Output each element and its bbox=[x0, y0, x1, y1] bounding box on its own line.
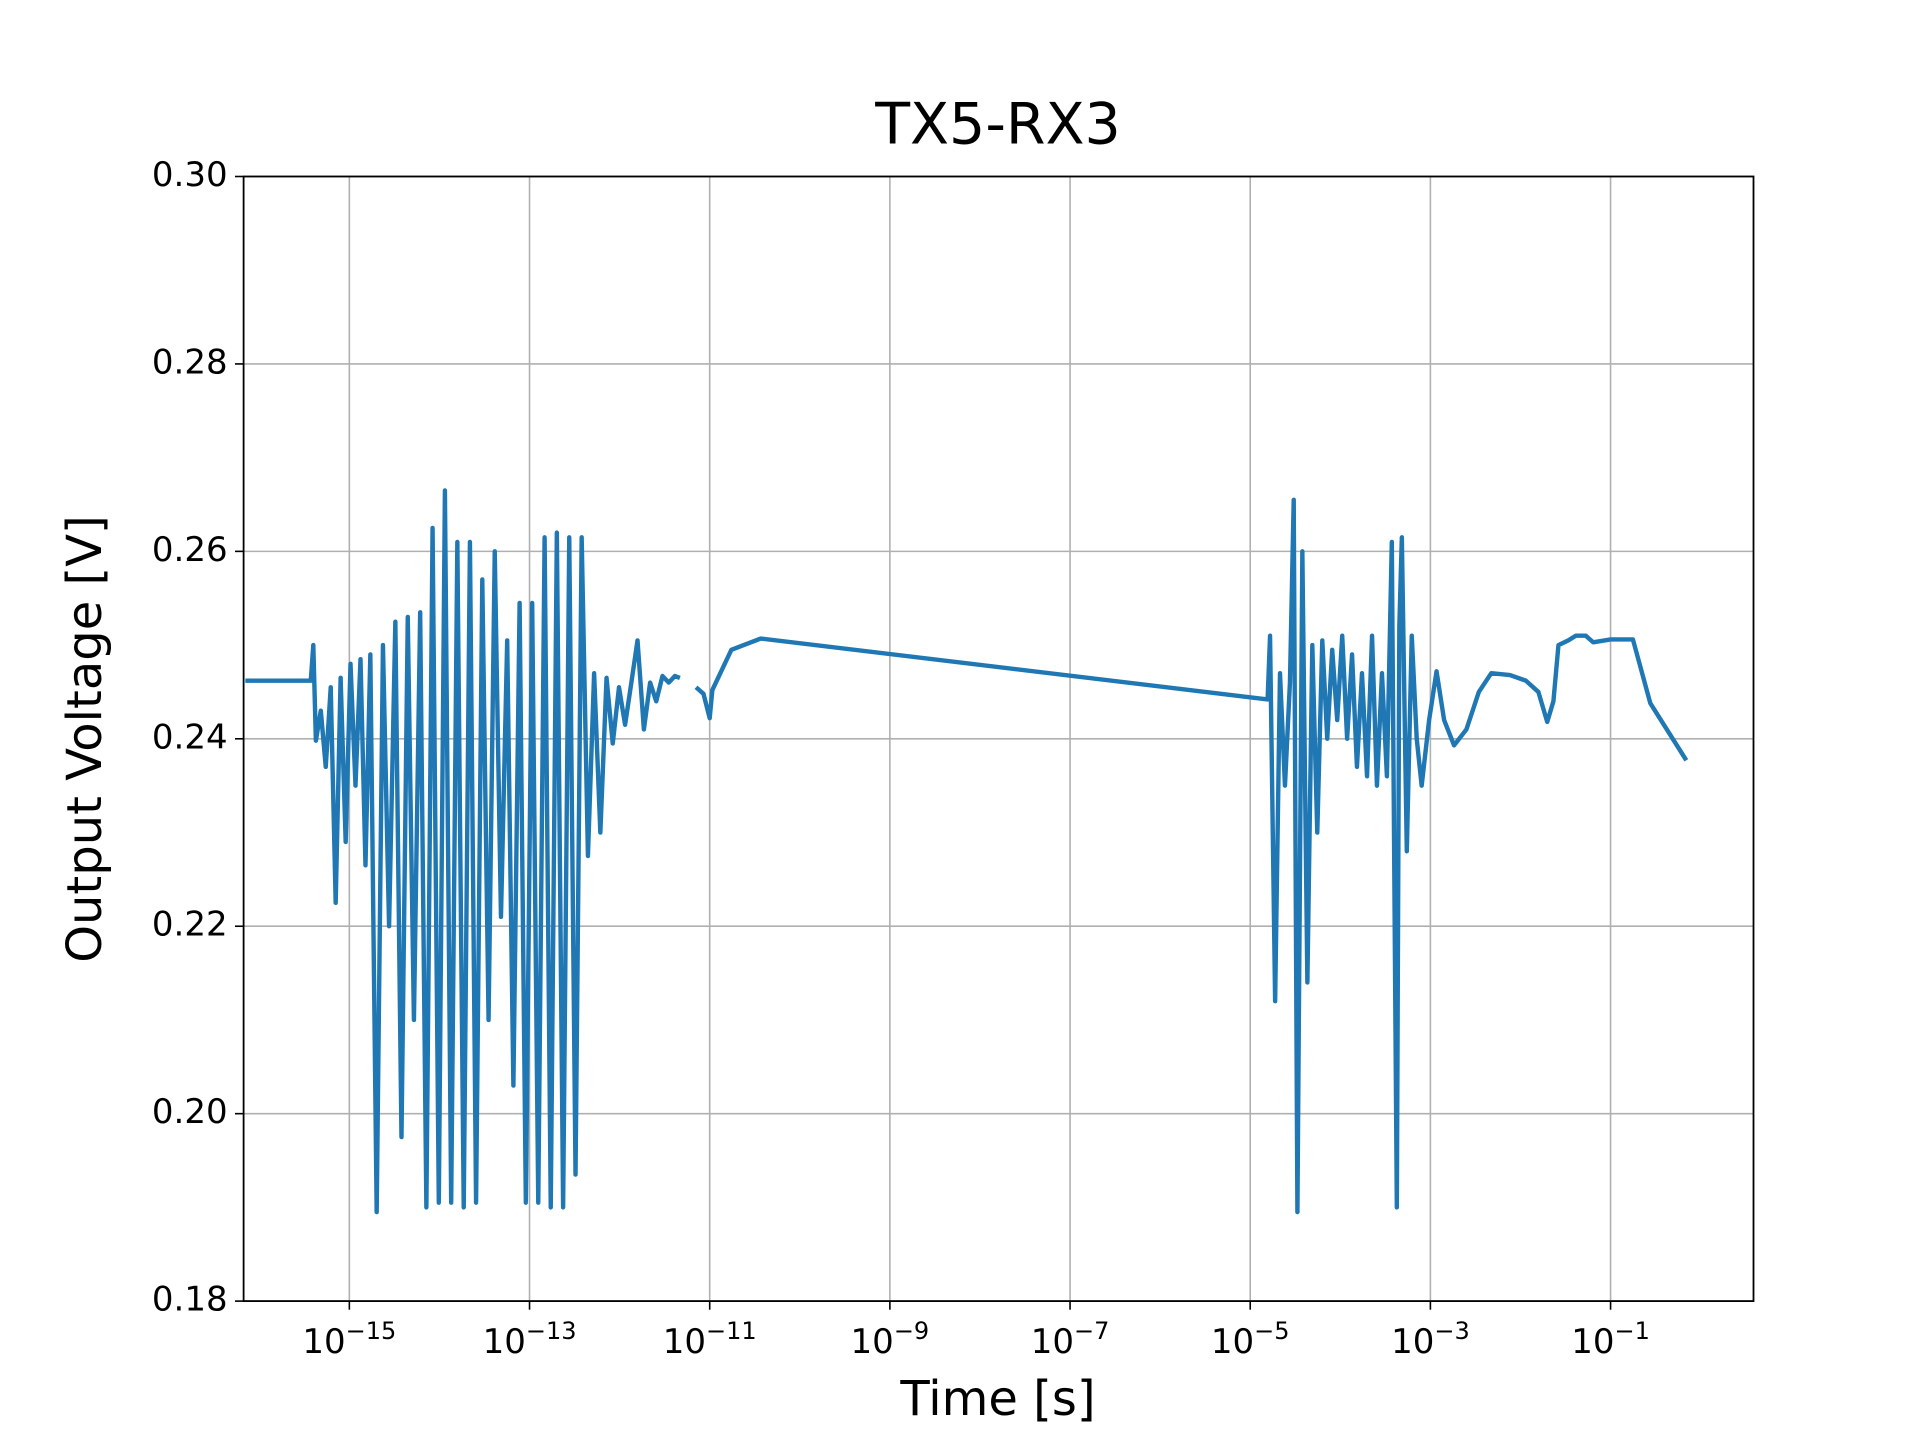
y-tick-label: 0.26 bbox=[152, 530, 228, 570]
x-tick-label: 10−13 bbox=[483, 1317, 577, 1362]
chart-title: TX5-RX3 bbox=[874, 92, 1121, 158]
x-tick-label: 10−1 bbox=[1571, 1317, 1650, 1362]
y-tick-label: 0.18 bbox=[152, 1280, 228, 1320]
x-tick-label: 10−9 bbox=[851, 1317, 930, 1362]
y-tick-label: 0.24 bbox=[152, 717, 228, 757]
x-tick-label: 10−7 bbox=[1031, 1317, 1110, 1362]
x-tick-label: 10−3 bbox=[1391, 1317, 1470, 1362]
x-tick-label: 10−15 bbox=[302, 1317, 396, 1362]
y-tick-label: 0.28 bbox=[152, 342, 228, 382]
y-tick-label: 0.30 bbox=[152, 155, 228, 195]
y-tick-label: 0.20 bbox=[152, 1092, 228, 1132]
y-tick-label: 0.22 bbox=[152, 905, 228, 945]
plot-area bbox=[245, 488, 1689, 1215]
data-line bbox=[245, 488, 1689, 1215]
plot-frame bbox=[242, 175, 1755, 1302]
x-tick-label: 10−5 bbox=[1211, 1317, 1290, 1362]
y-axis-label: Output Voltage [V] bbox=[57, 515, 113, 963]
x-tick-label: 10−11 bbox=[663, 1317, 757, 1362]
x-axis-label: Time [s] bbox=[899, 1371, 1095, 1427]
